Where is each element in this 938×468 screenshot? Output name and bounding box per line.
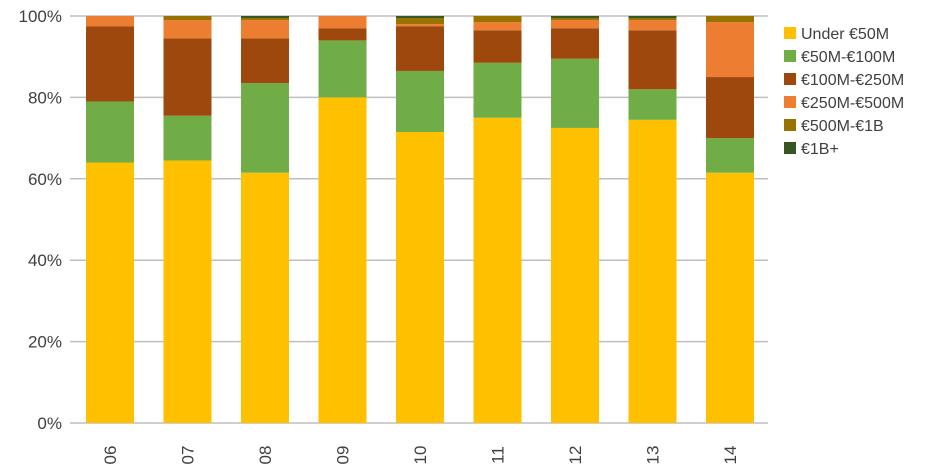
- legend-swatch: [784, 73, 796, 85]
- bar-segment: [163, 20, 212, 39]
- y-tick-label: 0%: [37, 414, 62, 433]
- bar-segment: [473, 16, 522, 23]
- legend-label: €50M-€100M: [801, 49, 895, 66]
- bar-segment: [241, 18, 289, 21]
- bar-segment: [163, 160, 212, 424]
- y-tick-label: 60%: [28, 170, 62, 189]
- legend-swatch: [784, 96, 796, 108]
- x-tick-label: 10: [411, 446, 430, 465]
- bar-segment: [628, 119, 677, 423]
- legend-swatch: [784, 50, 796, 62]
- bar-segment: [473, 30, 522, 63]
- legend-label: €100M-€250M: [801, 72, 904, 89]
- bar-segment: [86, 162, 134, 423]
- bar-segment: [241, 20, 289, 39]
- y-tick-label: 40%: [28, 251, 62, 270]
- bar-segment: [551, 28, 599, 59]
- bar-segment: [628, 30, 677, 90]
- x-tick-label: 09: [334, 446, 353, 465]
- legend-swatch: [784, 27, 796, 39]
- x-tick-label: 13: [644, 446, 663, 465]
- bar-segment: [706, 22, 754, 78]
- bar-segment: [396, 18, 444, 25]
- bar-segment: [706, 172, 754, 423]
- bar-segment: [318, 16, 367, 29]
- bar-segment: [706, 77, 754, 139]
- legend-label: Under €50M: [801, 26, 889, 43]
- bar-segment: [163, 115, 212, 161]
- x-axis-tick-labels: 06 07 08 09 10 11 12 13 14: [101, 446, 740, 465]
- legend-label: €500M-€1B: [801, 118, 884, 135]
- x-tick-label: 06: [101, 446, 120, 465]
- bars: [86, 16, 754, 424]
- legend-label: €250M-€500M: [801, 95, 904, 112]
- legend: Under €50M €50M-€100M €100M-€250M €250M-€50…: [784, 26, 904, 158]
- bar-segment: [396, 26, 444, 71]
- bar-segment: [551, 18, 599, 21]
- bar-segment: [396, 70, 444, 132]
- bar-segment: [551, 127, 599, 424]
- legend-swatch: [784, 119, 796, 131]
- bar-segment: [396, 24, 444, 27]
- y-axis-tick-labels: 0% 20% 40% 60% 80% 100%: [19, 7, 62, 433]
- bar-segment: [241, 83, 289, 173]
- bar-segment: [86, 16, 134, 27]
- bar-segment: [241, 38, 289, 84]
- bar-segment: [706, 16, 754, 23]
- bar-segment: [241, 16, 289, 19]
- bar-segment: [318, 97, 367, 424]
- bar-segment: [706, 138, 754, 173]
- bar-segment: [551, 58, 599, 128]
- bar-segment: [473, 117, 522, 423]
- x-tick-label: 12: [566, 446, 585, 465]
- y-tick-label: 80%: [28, 88, 62, 107]
- bar-segment: [628, 18, 677, 21]
- bar-segment: [551, 16, 599, 19]
- bar-segment: [473, 22, 522, 31]
- x-tick-label: 07: [179, 446, 198, 465]
- bar-segment: [628, 16, 677, 19]
- legend-label: €1B+: [801, 141, 839, 158]
- bar-segment: [473, 62, 522, 118]
- x-tick-label: 11: [489, 446, 508, 464]
- bar-segment: [628, 89, 677, 120]
- bar-segment: [318, 28, 367, 41]
- y-tick-label: 100%: [19, 7, 62, 26]
- bar-segment: [318, 40, 367, 98]
- bar-segment: [163, 16, 212, 21]
- bar-segment: [396, 16, 444, 19]
- bar-segment: [86, 101, 134, 163]
- bar-segment: [628, 20, 677, 31]
- bar-segment: [241, 172, 289, 423]
- bar-segment: [163, 38, 212, 116]
- x-tick-label: 14: [721, 446, 740, 465]
- x-tick-label: 08: [256, 446, 275, 465]
- y-tick-label: 20%: [28, 333, 62, 352]
- bar-segment: [86, 26, 134, 102]
- bar-segment: [551, 20, 599, 29]
- legend-swatch: [784, 142, 796, 154]
- bar-segment: [396, 131, 444, 423]
